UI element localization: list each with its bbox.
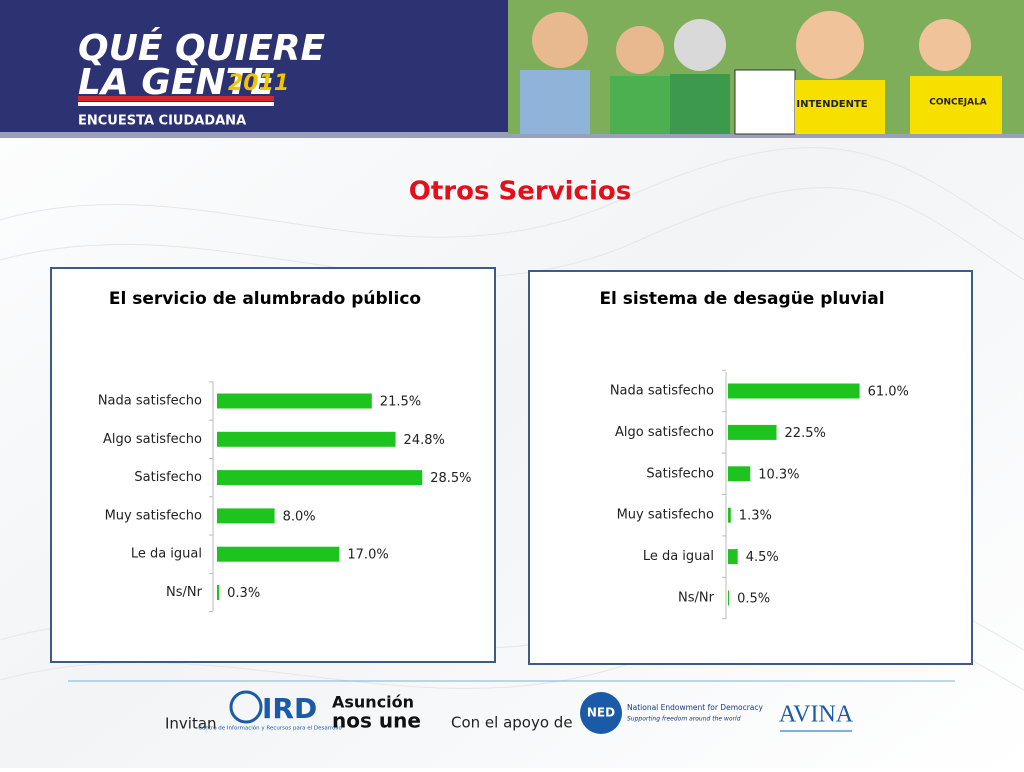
asuncion-logo: nos une: [332, 709, 421, 733]
header-shadow: [0, 132, 1024, 138]
category-label: Ns/Nr: [166, 585, 203, 600]
bar: [728, 466, 751, 482]
footer-text: Invitan: [165, 715, 217, 733]
slide-title: Otros Servicios: [409, 177, 631, 207]
ird-icon: [229, 690, 263, 724]
charts: Nada satisfecho 21.5% Algo satisfecho 24.8%…: [98, 369, 909, 620]
category-label: Satisfecho: [646, 466, 714, 481]
value-label: 17.0%: [347, 548, 388, 563]
category-label: Le da igual: [643, 549, 714, 564]
bar: [728, 424, 777, 440]
value-label: 1.3%: [739, 509, 772, 524]
category-label: Muy satisfecho: [617, 508, 714, 523]
bar: [217, 585, 220, 600]
category-label: Nada satisfecho: [98, 394, 202, 409]
bar: [728, 507, 731, 523]
value-label: 4.5%: [746, 550, 779, 565]
footer-text: Con el apoyo de: [451, 714, 573, 732]
chart-title: El sistema de desagüe pluvial: [599, 289, 884, 309]
chart-panel: [528, 270, 973, 665]
logo-subtitle: ENCUESTA CIUDADANA: [78, 114, 246, 129]
bar: [728, 549, 738, 565]
bar: [217, 470, 423, 486]
bar: [217, 393, 372, 409]
category-label: Algo satisfecho: [615, 425, 714, 440]
value-label: 28.5%: [430, 471, 471, 486]
ird-caption: Centro de Información y Recursos para el…: [198, 725, 342, 732]
ird-logo: IRD: [262, 692, 317, 725]
bar: [728, 590, 730, 606]
category-label: Ns/Nr: [678, 591, 715, 606]
cartoon-sign: INTENDENTE: [796, 99, 867, 110]
flag-stripe: [78, 102, 274, 106]
bar: [217, 546, 340, 562]
category-label: Algo satisfecho: [103, 432, 202, 447]
ned-icon: [580, 692, 622, 734]
bar: [217, 508, 275, 524]
cartoon: INTENDENTE CONCEJALA: [508, 0, 1024, 135]
value-label: 0.3%: [227, 586, 260, 601]
ned-tagline: Supporting freedom around the world: [627, 716, 741, 723]
value-label: 22.5%: [785, 426, 826, 441]
category-label: Le da igual: [131, 547, 202, 562]
value-label: 61.0%: [868, 385, 909, 400]
ned-name: National Endowment for Democracy: [627, 703, 764, 712]
chart-panel: [50, 267, 496, 663]
value-label: 8.0%: [283, 509, 316, 524]
category-label: Satisfecho: [134, 470, 202, 485]
category-label: Nada satisfecho: [610, 384, 714, 399]
value-label: 10.3%: [758, 467, 799, 482]
value-label: 24.8%: [404, 433, 445, 448]
chart-title: El servicio de alumbrado público: [109, 289, 421, 309]
ned-logo: NED: [587, 706, 615, 720]
avina-logo: AVINA: [779, 702, 854, 728]
bar: [728, 383, 860, 399]
logo-line: QUÉ QUIERE: [78, 27, 326, 69]
flag-stripe: [78, 96, 274, 101]
logo-year: 2011: [228, 71, 289, 96]
value-label: 0.5%: [737, 592, 770, 607]
bar: [217, 431, 396, 447]
value-label: 21.5%: [380, 395, 421, 410]
asuncion-logo: Asunción: [332, 693, 414, 712]
cartoon-sign: CONCEJALA: [929, 98, 987, 108]
category-label: Muy satisfecho: [105, 508, 202, 523]
